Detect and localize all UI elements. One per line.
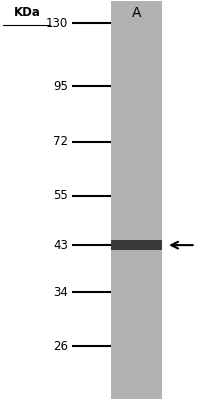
Bar bbox=[111, 1, 162, 399]
Text: 95: 95 bbox=[53, 80, 68, 93]
Text: 130: 130 bbox=[46, 17, 68, 30]
Text: 72: 72 bbox=[53, 135, 68, 148]
Bar bbox=[111, 240, 162, 250]
Text: 43: 43 bbox=[53, 239, 68, 252]
Text: A: A bbox=[132, 6, 141, 20]
Text: 55: 55 bbox=[53, 189, 68, 202]
Text: 34: 34 bbox=[53, 286, 68, 299]
Text: 26: 26 bbox=[53, 340, 68, 352]
Text: KDa: KDa bbox=[14, 6, 40, 19]
